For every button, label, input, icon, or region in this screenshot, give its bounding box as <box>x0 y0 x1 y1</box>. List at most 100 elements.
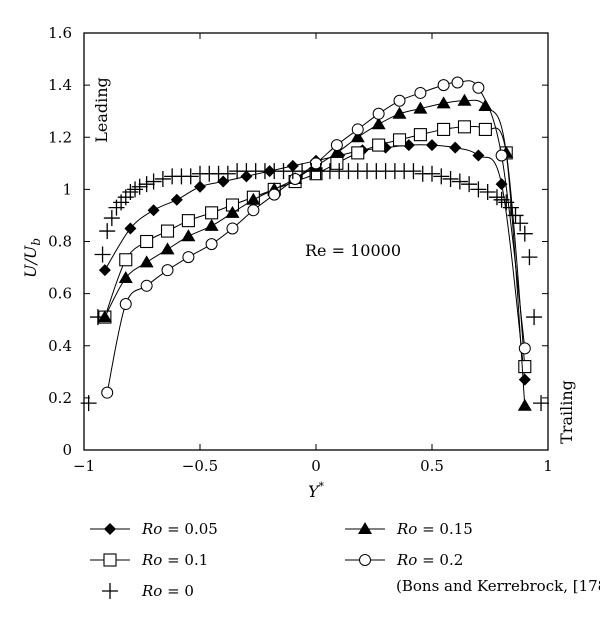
y-axis-label-sub: b <box>29 238 43 246</box>
data-point-diamond <box>472 149 485 162</box>
y-tick-label: 0.8 <box>48 233 72 251</box>
data-point-plus <box>122 183 139 200</box>
data-point-plus <box>526 309 543 326</box>
data-point-circle <box>268 188 281 201</box>
data-point-circle <box>351 123 364 136</box>
legend-marker-square <box>103 553 117 567</box>
data-point-circle <box>495 149 508 162</box>
data-point-plus <box>99 223 116 240</box>
legend-item-diamond: Ro = 0.05 <box>90 520 218 538</box>
y-tick-label: 1 <box>62 180 72 198</box>
source-annotation: (Bons and Kerrebrock, [178]) <box>396 577 600 595</box>
data-point-plus <box>89 309 106 326</box>
data-point-triangle <box>204 218 219 231</box>
data-point-plus <box>405 163 422 180</box>
data-point-diamond <box>98 264 111 277</box>
data-point-plus <box>533 395 550 412</box>
legend-label-value: = 0 <box>162 582 194 600</box>
data-point-triangle <box>118 270 133 283</box>
data-point-square <box>437 122 451 136</box>
legend-label: Ro = 0.15 <box>396 520 473 538</box>
x-tick-label: 1 <box>543 457 553 475</box>
x-tick-label: −1 <box>73 457 95 475</box>
data-point-diamond <box>217 175 230 188</box>
data-point-plus <box>103 210 120 227</box>
data-point-triangle <box>181 229 196 242</box>
x-axis-label: Y* <box>308 480 325 501</box>
data-point-plus <box>451 173 468 190</box>
trailing-annotation: Trailing <box>557 380 576 444</box>
y-tick-label: 0.2 <box>48 389 72 407</box>
series-group <box>80 76 550 412</box>
data-point-triangle <box>350 130 365 143</box>
data-point-plus <box>461 176 478 193</box>
data-point-circle <box>518 342 531 355</box>
leading-annotation: Leading <box>92 77 111 143</box>
data-point-plus <box>131 178 148 195</box>
legend-marker-triangle <box>358 522 372 534</box>
series-plus <box>80 163 550 412</box>
data-point-circle <box>472 81 485 94</box>
data-point-triangle <box>371 117 386 130</box>
data-point-circle <box>226 222 239 235</box>
data-point-diamond <box>495 178 508 191</box>
data-point-triangle <box>329 145 344 158</box>
legend-label: Ro = 0.05 <box>141 520 218 538</box>
data-point-plus <box>433 168 450 185</box>
y-tick-label: 1.4 <box>48 76 72 94</box>
data-point-plus <box>502 199 519 216</box>
data-point-plus <box>94 246 111 263</box>
y-tick-label: 0.6 <box>48 285 72 303</box>
data-point-plus <box>507 207 524 224</box>
data-point-plus <box>154 170 171 187</box>
data-point-plus <box>424 165 440 182</box>
data-point-triangle <box>392 106 407 119</box>
legend-label-var: Ro <box>141 582 162 600</box>
data-point-square <box>413 128 427 142</box>
data-point-circle <box>247 204 260 217</box>
y-tick-label: 0.4 <box>48 337 72 355</box>
legend-label-value: = 0.2 <box>417 551 463 569</box>
data-point-plus <box>488 189 505 206</box>
data-point-square <box>140 234 154 249</box>
series-line-triangle <box>104 99 526 406</box>
legend-marker-circle <box>359 554 371 566</box>
x-tick-label: −0.5 <box>182 457 218 475</box>
data-point-circle <box>182 251 195 264</box>
data-point-triangle <box>436 96 451 109</box>
data-point-square <box>392 133 407 147</box>
legend-item-plus: Ro = 0 <box>102 582 194 600</box>
data-point-plus <box>182 168 199 185</box>
data-point-plus <box>219 165 236 182</box>
data-point-plus <box>127 181 144 198</box>
x-tick-label: 0.5 <box>420 457 444 475</box>
data-point-square <box>478 122 492 136</box>
data-point-diamond <box>518 373 531 386</box>
y-axis-label: U/Ub <box>21 238 43 278</box>
y-tick-label: 1.6 <box>48 24 72 42</box>
data-point-triangle <box>517 398 532 411</box>
data-point-plus <box>493 191 510 208</box>
reynolds-annotation: Re = 10000 <box>305 241 401 260</box>
y-tick-label: 1.2 <box>48 128 72 146</box>
data-point-circle <box>161 264 174 277</box>
legend-label-var: Ro <box>396 551 417 569</box>
legend-label: Ro = 0.1 <box>141 551 208 569</box>
legend-label-value: = 0.1 <box>162 551 208 569</box>
legend-label-var: Ro <box>396 520 417 538</box>
data-point-triangle <box>225 205 240 218</box>
data-point-triangle <box>246 192 261 205</box>
legend-label-var: Ro <box>141 520 162 538</box>
legend-marker-plus <box>102 583 118 599</box>
data-point-plus <box>470 181 487 198</box>
data-point-circle <box>289 172 302 185</box>
legend-item-triangle: Ro = 0.15 <box>345 520 473 538</box>
data-point-square <box>330 156 344 170</box>
data-point-triangle <box>139 255 154 268</box>
data-point-diamond <box>449 141 462 154</box>
data-point-triangle <box>160 242 175 255</box>
data-point-diamond <box>170 193 183 206</box>
data-point-square <box>119 253 133 267</box>
data-point-square <box>457 120 472 134</box>
